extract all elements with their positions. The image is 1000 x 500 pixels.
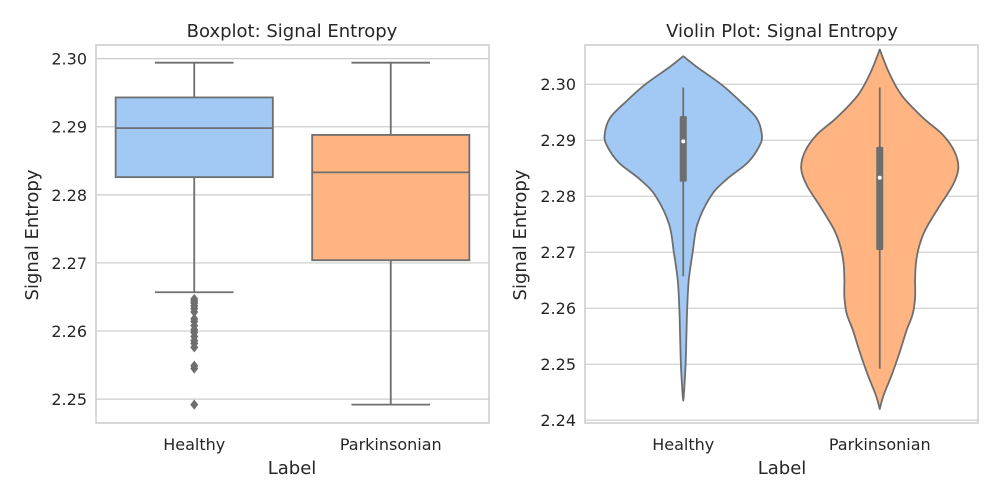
boxplot-panel: Boxplot: Signal Entropy Label Signal Ent… xyxy=(22,21,490,479)
violin-y-tick-label: 2.24 xyxy=(540,411,576,430)
box-parkinsonian xyxy=(311,61,471,406)
boxplot-x-tick-label: Healthy xyxy=(163,435,225,454)
boxplot-y-tick-label: 2.30 xyxy=(51,50,87,69)
violin-y-tick-label: 2.26 xyxy=(540,299,576,318)
boxplot-y-tick-label: 2.27 xyxy=(51,254,87,273)
violin-parkinsonian xyxy=(800,48,960,410)
violin-panel: Violin Plot: Signal Entropy Label Signal… xyxy=(510,21,979,479)
violin-x-tick-label: Healthy xyxy=(652,435,714,454)
inner-iqr-bar xyxy=(876,146,884,250)
violin-title: Violin Plot: Signal Entropy xyxy=(666,21,898,42)
box-healthy xyxy=(114,61,274,410)
boxplot-x-tick-label: Parkinsonian xyxy=(340,435,442,454)
boxplot-y-tick-label: 2.25 xyxy=(51,390,87,409)
violin-frame xyxy=(584,44,979,424)
boxplot-y-axis-label: Signal Entropy xyxy=(22,169,43,300)
outlier-point xyxy=(190,342,199,353)
violin-y-axis-label: Signal Entropy xyxy=(510,169,531,300)
median-dot xyxy=(681,139,686,144)
violin-y-tick-label: 2.29 xyxy=(540,131,576,150)
violin-x-tick-label: Parkinsonian xyxy=(829,435,931,454)
boxplot-frame xyxy=(95,44,490,424)
boxplot-y-tick-label: 2.26 xyxy=(51,322,87,341)
boxplot-title: Boxplot: Signal Entropy xyxy=(187,21,398,42)
outlier-point xyxy=(190,399,199,410)
violin-x-axis-label: Label xyxy=(758,458,807,479)
boxplot-y-tick-label: 2.28 xyxy=(51,186,87,205)
median-dot xyxy=(877,175,882,180)
iqr-box xyxy=(114,96,274,179)
violin-y-tick-label: 2.25 xyxy=(540,355,576,374)
iqr-box xyxy=(311,134,471,262)
violin-y-tick-label: 2.27 xyxy=(540,243,576,262)
outlier-point xyxy=(190,363,199,374)
boxplot-y-tick-label: 2.29 xyxy=(51,118,87,137)
inner-iqr-bar xyxy=(679,116,687,182)
violin-healthy xyxy=(603,55,763,402)
boxplot-x-axis-label: Label xyxy=(268,458,317,479)
violin-y-tick-label: 2.30 xyxy=(540,75,576,94)
violin-y-tick-label: 2.28 xyxy=(540,187,576,206)
